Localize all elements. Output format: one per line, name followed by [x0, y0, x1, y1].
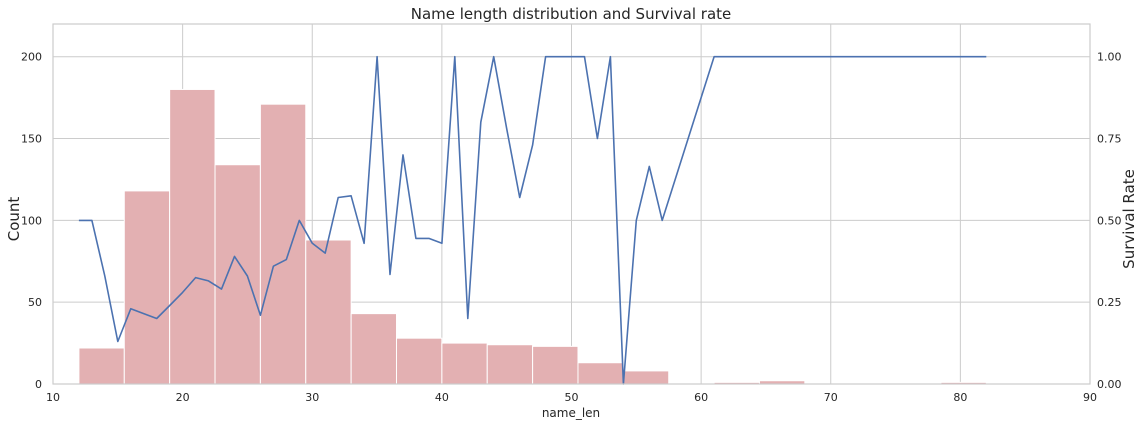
histogram-bar: [532, 345, 579, 385]
y2-tick-label: 0.75: [1097, 133, 1122, 146]
x-tick-label: 10: [46, 391, 60, 404]
histogram-bar: [78, 347, 125, 385]
y2-tick-label: 1.00: [1097, 51, 1122, 64]
histogram-bar: [350, 313, 398, 385]
x-tick-labels: 10 20 30 40 50 60 70 80 90: [46, 391, 1097, 404]
histogram-bar: [396, 337, 443, 385]
x-tick-label: 30: [305, 391, 319, 404]
histogram-bar: [577, 362, 624, 385]
x-tick-label: 40: [435, 391, 449, 404]
y2-tick-label: 0.00: [1097, 378, 1122, 391]
y2-tick-label: 0.25: [1097, 296, 1122, 309]
histogram-bar: [169, 88, 216, 385]
y2-tick-labels: 0.00 0.25 0.50 0.75 1.00: [1097, 51, 1122, 391]
y-tick-label: 150: [21, 133, 42, 146]
histogram-bar: [214, 164, 261, 385]
y2-axis-label: Survival Rate: [1120, 169, 1138, 269]
x-tick-label: 50: [565, 391, 579, 404]
histogram-bar: [305, 239, 352, 385]
plot-border: [52, 23, 1091, 385]
x-tick-label: 80: [953, 391, 967, 404]
histogram-bars: [78, 88, 987, 385]
chart-title: Name length distribution and Survival ra…: [411, 5, 732, 23]
x-tick-label: 20: [176, 391, 190, 404]
x-axis-label: name_len: [542, 406, 600, 420]
plot-frame: [52, 23, 1091, 385]
histogram-bar: [622, 370, 670, 385]
y-tick-label: 100: [21, 214, 42, 227]
histogram-bar: [259, 103, 307, 385]
x-tick-label: 70: [824, 391, 838, 404]
histogram-bar: [123, 190, 171, 385]
survival-rate-line: [78, 55, 987, 385]
x-tick-label: 60: [694, 391, 708, 404]
y-tick-label: 0: [35, 378, 42, 391]
y-tick-label: 200: [21, 51, 42, 64]
y2-tick-label: 0.50: [1097, 214, 1122, 227]
histogram-bar: [486, 344, 534, 385]
y-tick-labels: 0 50 100 150 200: [21, 51, 42, 391]
y-tick-label: 50: [28, 296, 42, 309]
histogram-bar: [441, 342, 488, 385]
survival-rate-polyline: [78, 55, 987, 385]
x-tick-label: 90: [1083, 391, 1097, 404]
y-axis-label: Count: [5, 197, 23, 242]
